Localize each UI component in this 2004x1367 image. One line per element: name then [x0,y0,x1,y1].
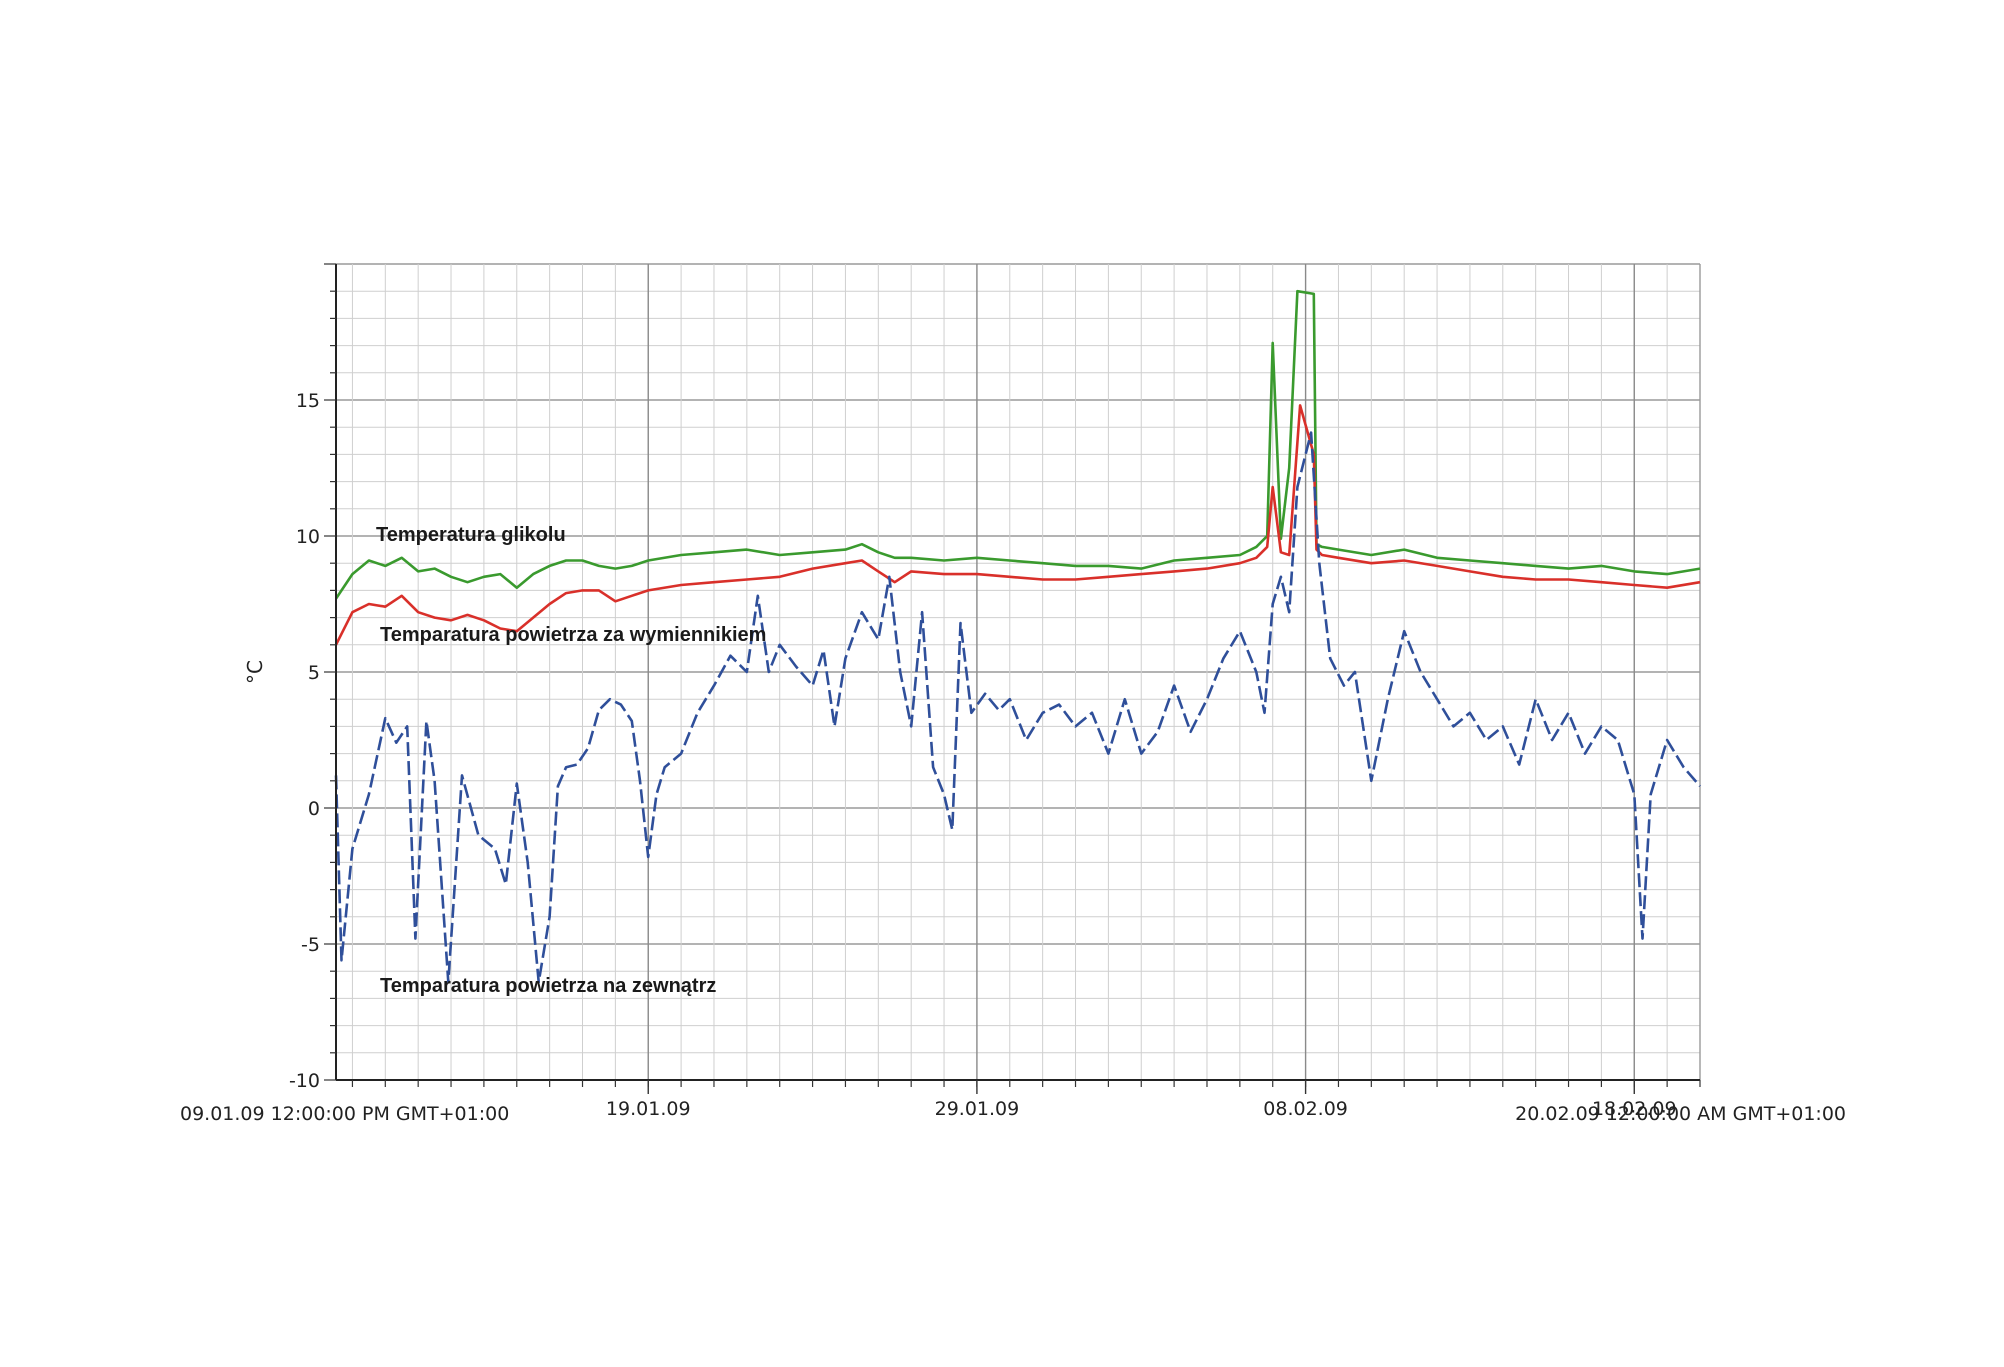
chart-grid [336,263,1701,1081]
y-tick-label: 10 [296,526,320,548]
y-tick-label: -5 [301,934,320,956]
y-tick-label: 0 [308,798,320,820]
x-tick-label: 08.02.09 [1263,1098,1348,1120]
chart-ticks: 19.01.09 29.01.09 08.02.09 18.02.09 15 10 5 0 -5… [289,263,1701,1120]
annotation-air-after-exchanger: Temparatura powietrza za wymiennikiem [380,624,766,646]
y-tick-label: -10 [289,1070,320,1092]
annotation-glycol: Temperatura glikolu [376,524,566,546]
series-line-2 [334,431,1701,984]
chart-series [334,289,1701,984]
y-axis-label: °C [243,660,267,684]
annotation-outside-air: Temparatura powietrza na zewnątrz [380,975,716,997]
x-tick-label: 29.01.09 [935,1098,1020,1120]
y-tick-label: 15 [296,390,320,412]
x-tick-label: 19.01.09 [606,1098,691,1120]
y-tick-label: 5 [308,662,320,684]
x-start-label: 09.01.09 12:00:00 PM GMT+01:00 [180,1103,509,1125]
x-tick-label: 18.02.09 [1592,1098,1677,1120]
series-line-0 [334,289,1701,600]
series-line-1 [334,404,1701,646]
x-end-label: 20.02.09 12:00:00 AM GMT+01:00 [1515,1103,1846,1125]
